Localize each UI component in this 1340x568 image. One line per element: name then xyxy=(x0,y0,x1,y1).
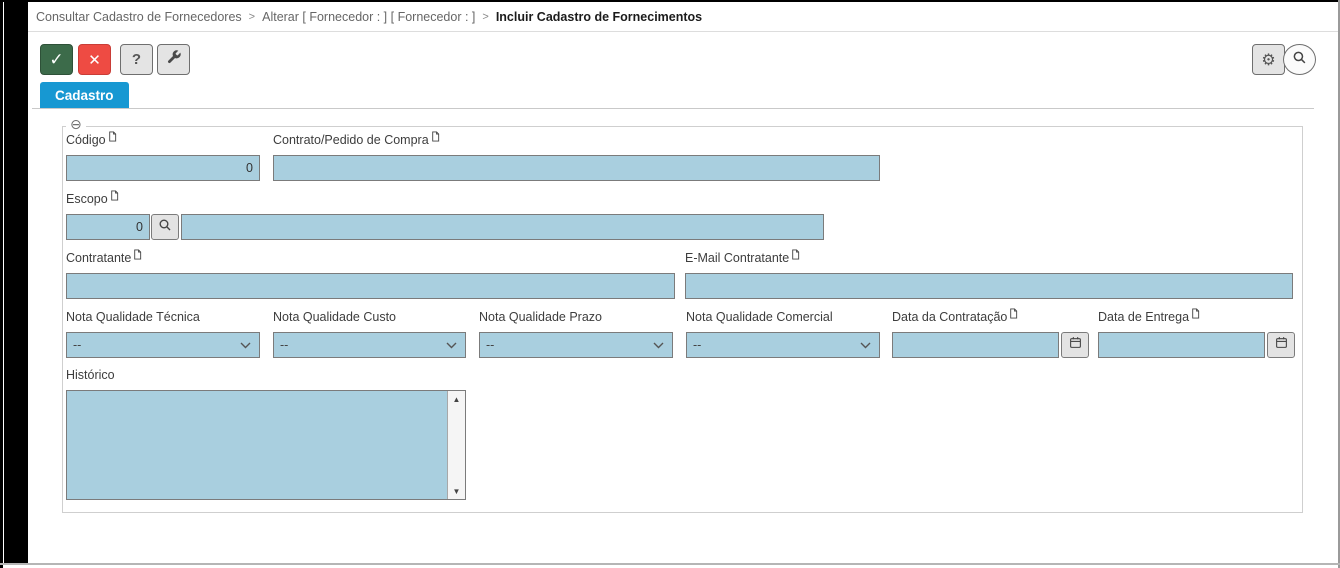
codigo-input[interactable] xyxy=(66,155,260,181)
email-contratante-input[interactable] xyxy=(685,273,1293,299)
codigo-label: Código xyxy=(66,131,260,150)
global-search-button[interactable] xyxy=(1283,44,1316,75)
field-data-contratacao: Data da Contratação xyxy=(892,308,1089,358)
field-email-contratante: E-Mail Contratante xyxy=(685,249,1293,299)
field-contratante: Contratante xyxy=(66,249,675,299)
cancel-button[interactable]: ✕ xyxy=(78,44,111,75)
nota-prazo-label: Nota Qualidade Prazo xyxy=(479,310,602,324)
contratante-label: Contratante xyxy=(66,249,675,268)
contrato-input[interactable] xyxy=(273,155,880,181)
tools-button[interactable] xyxy=(157,44,190,75)
audit-doc-icon[interactable] xyxy=(132,249,142,263)
search-icon xyxy=(1292,50,1307,70)
data-contratacao-calendar-button[interactable] xyxy=(1061,332,1089,358)
nota-custo-label: Nota Qualidade Custo xyxy=(273,310,396,324)
escopo-code-input[interactable] xyxy=(66,214,150,240)
field-nota-tecnica: Nota Qualidade Técnica -- xyxy=(66,310,260,358)
frame-left xyxy=(0,0,3,568)
audit-doc-icon[interactable] xyxy=(430,131,440,145)
data-entrega-input[interactable] xyxy=(1098,332,1265,358)
audit-doc-icon[interactable] xyxy=(1190,308,1200,322)
settings-button[interactable]: ⚙ xyxy=(1252,44,1285,75)
breadcrumb-separator: > xyxy=(248,10,256,23)
breadcrumb-separator: > xyxy=(482,10,489,23)
data-contratacao-input[interactable] xyxy=(892,332,1059,358)
chevron-down-icon xyxy=(446,338,457,352)
nota-custo-select[interactable]: -- xyxy=(273,332,466,358)
field-codigo: Código xyxy=(66,131,260,181)
confirm-button[interactable]: ✓ xyxy=(40,44,73,75)
field-nota-custo: Nota Qualidade Custo -- xyxy=(273,310,466,358)
nota-tecnica-select[interactable]: -- xyxy=(66,332,260,358)
nota-tecnica-label: Nota Qualidade Técnica xyxy=(66,310,200,324)
check-icon: ✓ xyxy=(49,49,64,69)
breadcrumb-item-alterar[interactable]: Alterar [ Fornecedor : ] [ Fornecedor : … xyxy=(262,9,476,24)
gear-icon: ⚙ xyxy=(1261,51,1276,69)
historico-textarea[interactable] xyxy=(67,391,448,499)
field-escopo: Escopo xyxy=(66,190,824,240)
escopo-description-input[interactable] xyxy=(181,214,824,240)
audit-doc-icon[interactable] xyxy=(109,190,119,204)
field-nota-prazo: Nota Qualidade Prazo -- xyxy=(479,310,673,358)
scroll-down-icon[interactable]: ▼ xyxy=(452,486,461,496)
audit-doc-icon[interactable] xyxy=(790,249,800,263)
breadcrumb-item-current: Incluir Cadastro de Fornecimentos xyxy=(495,9,703,24)
field-nota-comercial: Nota Qualidade Comercial -- xyxy=(686,310,880,358)
historico-label: Histórico xyxy=(66,368,115,382)
data-entrega-calendar-button[interactable] xyxy=(1267,332,1295,358)
wrench-icon xyxy=(166,49,182,70)
field-historico: Histórico ▲ ▼ xyxy=(66,368,466,500)
email-contratante-label: E-Mail Contratante xyxy=(685,249,1293,268)
chevron-down-icon xyxy=(860,338,871,352)
historico-textarea-wrap: ▲ ▼ xyxy=(66,390,466,500)
calendar-icon xyxy=(1069,336,1082,354)
frame-bottom xyxy=(0,563,1340,565)
field-data-entrega: Data de Entrega xyxy=(1098,308,1295,358)
question-icon: ? xyxy=(131,51,142,68)
breadcrumb: Consultar Cadastro de Fornecedores > Alt… xyxy=(28,2,1338,32)
audit-doc-icon[interactable] xyxy=(107,131,117,145)
chevron-down-icon xyxy=(240,338,251,352)
data-contratacao-label: Data da Contratação xyxy=(892,308,1089,327)
nota-comercial-select[interactable]: -- xyxy=(686,332,880,358)
collapse-panel-icon[interactable]: ⊖ xyxy=(66,117,86,131)
nota-prazo-select[interactable]: -- xyxy=(479,332,673,358)
close-icon: ✕ xyxy=(88,51,101,69)
scroll-up-icon[interactable]: ▲ xyxy=(452,394,461,404)
historico-scrollbar[interactable]: ▲ ▼ xyxy=(447,391,465,499)
breadcrumb-item-consultar[interactable]: Consultar Cadastro de Fornecedores xyxy=(36,9,242,24)
audit-doc-icon[interactable] xyxy=(1008,308,1018,322)
contratante-input[interactable] xyxy=(66,273,675,299)
frame-right xyxy=(1338,0,1340,568)
chevron-down-icon xyxy=(653,338,664,352)
escopo-lookup-button[interactable] xyxy=(151,214,179,240)
contrato-label: Contrato/Pedido de Compra xyxy=(273,131,880,150)
tab-cadastro[interactable]: Cadastro xyxy=(40,82,129,109)
left-black-strip xyxy=(4,0,28,563)
nota-comercial-label: Nota Qualidade Comercial xyxy=(686,310,833,324)
search-icon xyxy=(158,218,172,237)
data-entrega-label: Data de Entrega xyxy=(1098,308,1295,327)
frame-top xyxy=(0,0,1340,2)
field-contrato: Contrato/Pedido de Compra xyxy=(273,131,880,181)
tab-divider xyxy=(32,108,1314,109)
calendar-icon xyxy=(1275,336,1288,354)
escopo-label: Escopo xyxy=(66,190,824,209)
help-button[interactable]: ? xyxy=(120,44,153,75)
